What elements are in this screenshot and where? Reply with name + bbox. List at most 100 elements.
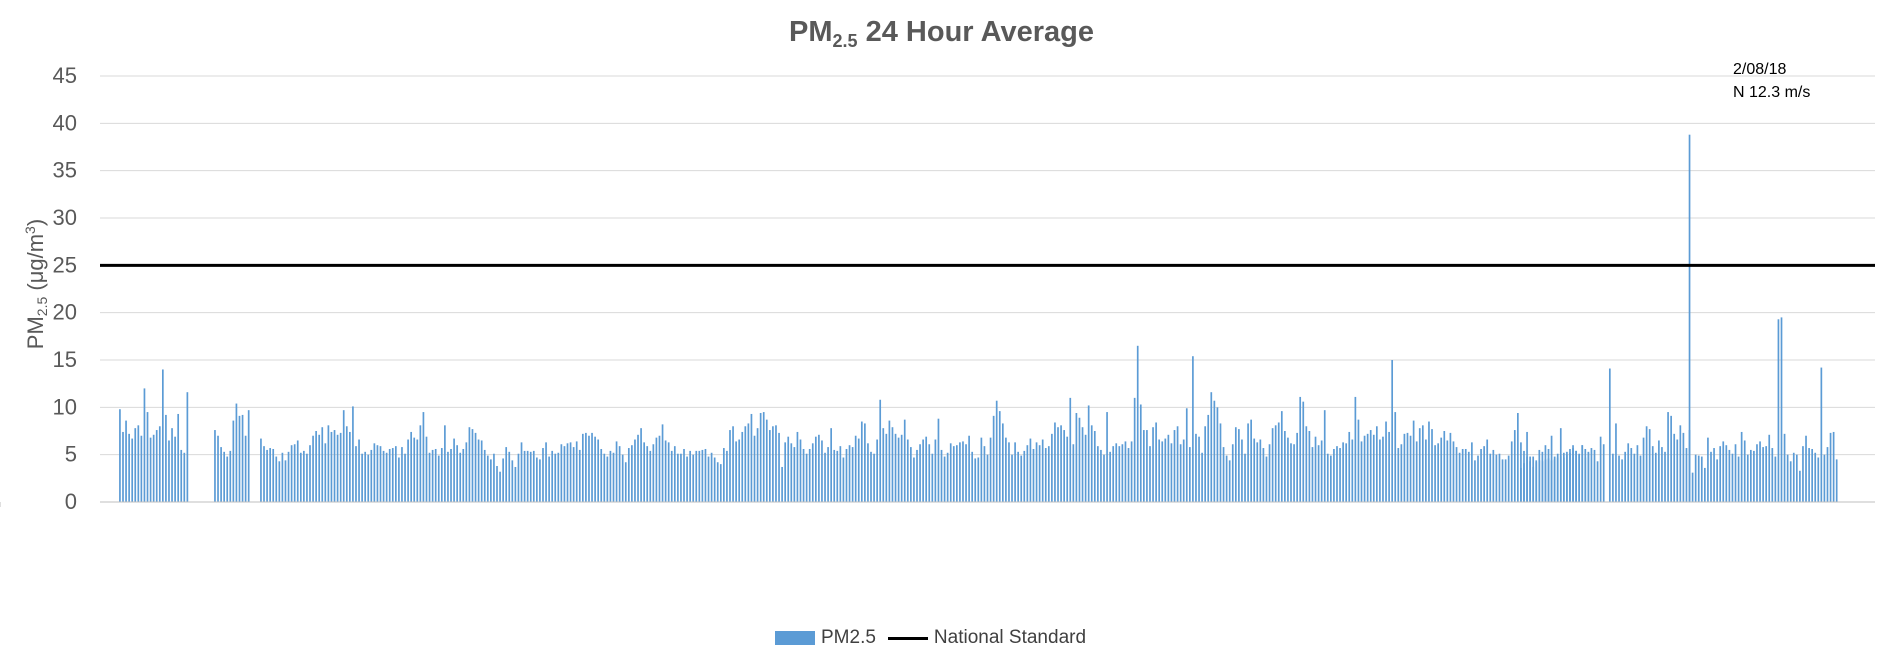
pm25-bar: [401, 447, 403, 502]
pm25-bar: [1572, 445, 1574, 502]
pm25-bar: [1164, 438, 1167, 502]
pm25-bar: [1618, 455, 1620, 502]
pm25-bar: [1523, 463, 1525, 502]
pm25-bar: [119, 409, 121, 502]
pm25-bar: [220, 447, 222, 502]
pm25-bar: [1489, 453, 1492, 502]
pm25-bar: [1400, 444, 1403, 502]
pm25-bar: [888, 420, 891, 502]
pm25-bar: [1676, 439, 1679, 502]
pm25-bar: [1829, 432, 1832, 502]
pm25-bar: [1130, 441, 1133, 502]
pm25-bar: [1277, 422, 1280, 502]
pm25-bar: [845, 448, 848, 502]
pm25-bar: [1578, 454, 1581, 502]
pm25-bar: [762, 412, 765, 502]
pm25-bar: [1152, 427, 1154, 502]
pm25-bar: [514, 466, 517, 502]
pm25-bar: [1090, 425, 1093, 502]
pm25-bar: [1513, 430, 1516, 502]
y-tick-label: 5: [65, 442, 77, 467]
pm25-bar: [949, 443, 952, 502]
pm25-bar: [376, 445, 379, 502]
pm25-bar: [1017, 451, 1019, 502]
pm25-bar: [1287, 437, 1289, 502]
pm25-bar: [1382, 436, 1384, 502]
pm25-bar: [1474, 460, 1476, 502]
pm25-bar: [1041, 439, 1044, 502]
pm25-bar: [704, 448, 707, 502]
pm25-bar: [1624, 451, 1626, 502]
pm25-bar: [701, 449, 704, 502]
pm25-bar: [1480, 448, 1482, 502]
pm25-bar: [241, 414, 244, 502]
pm25-bar: [1253, 438, 1256, 502]
pm25-bar: [903, 419, 906, 502]
pm25-bar: [502, 458, 504, 502]
pm25-bar: [563, 446, 566, 502]
pm25-bar: [1385, 421, 1387, 502]
pm25-bar: [444, 425, 446, 502]
pm25-bar: [1192, 356, 1194, 502]
pm25-bar: [1520, 467, 1522, 502]
pm25-bar: [677, 453, 679, 502]
pm25-bar: [388, 448, 391, 502]
pm25-bar: [471, 429, 474, 502]
pm25-bar: [1397, 448, 1400, 502]
pm25-bar: [1734, 444, 1737, 502]
pm25-bar: [1425, 439, 1427, 502]
pm25-bar: [1054, 422, 1056, 502]
pm25-bar: [1535, 460, 1538, 502]
pm25-bar: [1345, 443, 1348, 502]
pm25-bar: [1363, 435, 1366, 502]
pm25-bar: [879, 399, 882, 502]
pm25-bar: [131, 438, 134, 502]
pm25-bar: [1185, 408, 1188, 502]
pm25-bar: [407, 439, 409, 502]
pm25-bar: [811, 443, 814, 502]
pm25-bar: [913, 457, 915, 502]
pm25-bar: [539, 459, 541, 502]
pm25-bar: [260, 438, 262, 502]
pm25-bar: [1700, 456, 1703, 502]
pm25-bar: [306, 453, 308, 502]
pm25-bar: [1556, 453, 1559, 502]
pm25-bar: [1299, 396, 1302, 502]
pm25-bar: [891, 427, 894, 502]
pm25-bar: [1369, 430, 1372, 502]
pm25-bar: [1826, 447, 1829, 502]
pm25-bar: [1069, 397, 1072, 502]
y-tick-label: 0: [65, 489, 77, 514]
pm25-bar: [1342, 442, 1344, 502]
legend-label-pm25: PM2.5: [821, 627, 876, 648]
pm25-bar: [1106, 412, 1108, 502]
pm25-bar: [1820, 367, 1823, 502]
pm25-bar: [526, 450, 529, 502]
pm25-bar: [1093, 431, 1096, 502]
pm25-bar: [1176, 426, 1179, 502]
pm25-bar: [928, 444, 931, 502]
pm25-bar: [1431, 429, 1433, 502]
pm25-bar: [508, 451, 511, 502]
pm25-bar: [1241, 439, 1243, 502]
pm25-bar: [1308, 431, 1311, 502]
pm25-bar: [781, 466, 783, 502]
pm25-bar: [333, 430, 336, 502]
pm25-bar: [1704, 467, 1706, 502]
pm25-bar: [925, 436, 928, 502]
pm25-bar: [1811, 448, 1813, 502]
pm25-bar: [1124, 441, 1127, 502]
pm25-bar: [959, 442, 961, 502]
pm25-bar: [1526, 431, 1528, 502]
pm25-bar: [474, 432, 477, 502]
pm25-bar: [992, 415, 995, 502]
pm25-bar: [122, 431, 124, 502]
pm25-bar: [223, 451, 225, 502]
pm25-bar: [775, 425, 777, 502]
pm25-bar: [1188, 447, 1191, 502]
pm25-bar: [419, 425, 422, 502]
pm25-bar: [738, 439, 741, 502]
pm25-bar: [477, 439, 480, 502]
pm25-bar: [1596, 461, 1599, 502]
pm25-bar: [1421, 425, 1424, 502]
